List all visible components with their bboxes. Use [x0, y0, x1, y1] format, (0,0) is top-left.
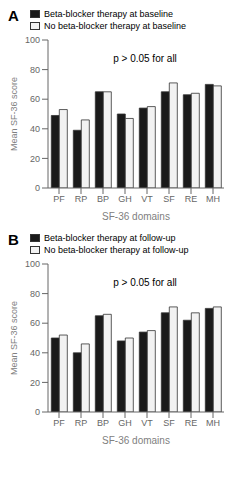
svg-text:PF: PF [53, 194, 65, 204]
svg-text:SF-36 domains: SF-36 domains [102, 211, 170, 222]
svg-text:60: 60 [30, 318, 40, 328]
html-text:A: A [8, 7, 19, 24]
svg-text:80: 80 [30, 65, 40, 75]
svg-text:Mean SF-36 score: Mean SF-36 score [9, 301, 19, 375]
html-text:Beta-blocker therapy at follow: Beta-blocker therapy at follow-up [44, 233, 176, 243]
svg-text:RP: RP [75, 194, 88, 204]
svg-text:VT: VT [141, 194, 153, 204]
svg-text:MH: MH [206, 418, 220, 428]
svg-text:MH: MH [206, 194, 220, 204]
html-text:p > 0.05 for all: p > 0.05 for all [113, 276, 177, 288]
svg-text:0: 0 [35, 183, 40, 193]
svg-text:GH: GH [118, 418, 132, 428]
svg-text:VT: VT [141, 418, 153, 428]
svg-text:20: 20 [30, 154, 40, 164]
svg-text:100: 100 [25, 259, 40, 269]
svg-text:40: 40 [30, 124, 40, 134]
svg-text:RE: RE [185, 418, 198, 428]
svg-text:40: 40 [30, 348, 40, 358]
svg-text:SF: SF [163, 194, 175, 204]
svg-text:20: 20 [30, 378, 40, 388]
svg-text:0: 0 [35, 407, 40, 417]
svg-text:RP: RP [75, 418, 88, 428]
svg-text:SF: SF [163, 418, 175, 428]
html-text:Beta-blocker therapy at baseli: Beta-blocker therapy at baseline [44, 9, 174, 19]
svg-text:GH: GH [118, 194, 132, 204]
svg-text:PF: PF [53, 418, 65, 428]
svg-text:100: 100 [25, 35, 40, 45]
svg-text:BP: BP [97, 194, 109, 204]
html-text:No beta-blocker therapy at bas: No beta-blocker therapy at baseline [44, 21, 187, 31]
html-text:No beta-blocker therapy at fol: No beta-blocker therapy at follow-up [44, 245, 189, 255]
svg-text:Mean SF-36 score: Mean SF-36 score [9, 77, 19, 151]
svg-text:SF-36 domains: SF-36 domains [102, 435, 170, 446]
html-text:B: B [8, 231, 19, 248]
html-text:p > 0.05 for all: p > 0.05 for all [113, 52, 177, 64]
svg-text:BP: BP [97, 418, 109, 428]
svg-text:80: 80 [30, 289, 40, 299]
svg-text:60: 60 [30, 94, 40, 104]
svg-text:RE: RE [185, 194, 198, 204]
